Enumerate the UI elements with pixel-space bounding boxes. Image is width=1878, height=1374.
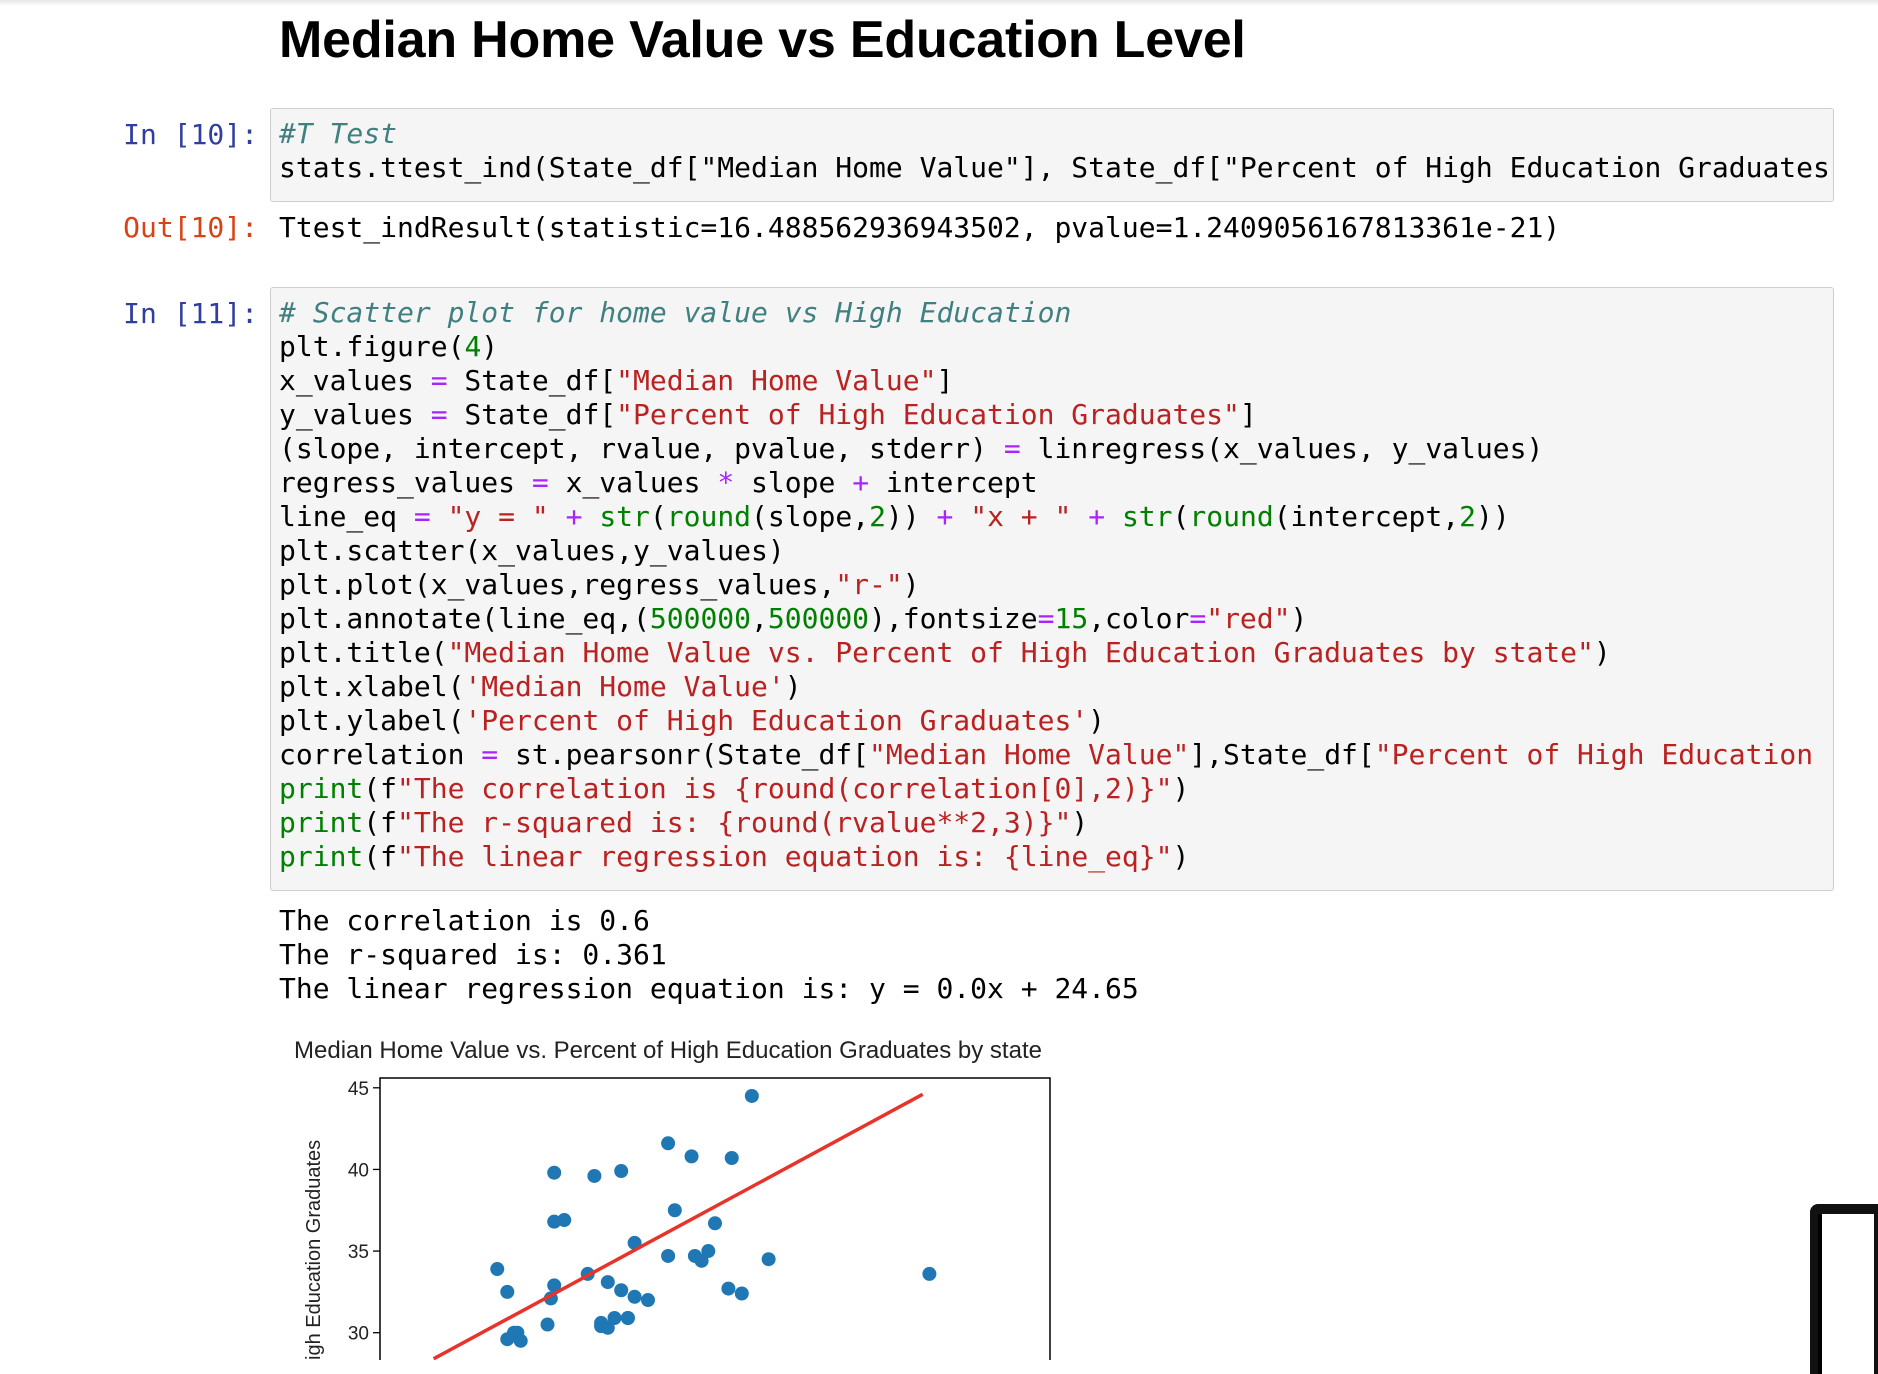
scatter-point [620,1311,635,1325]
scatter-point [761,1252,776,1267]
code-line: plt.figure(4) [279,330,499,363]
code-line: plt.ylabel('Percent of High Education Gr… [279,704,1106,737]
code-line: plt.xlabel('Median Home Value') [279,670,802,703]
code-line: stats.ttest_ind(State_df["Median Home Va… [279,151,1834,184]
code-editor-10[interactable]: #T Test stats.ttest_ind(State_df["Median… [279,117,1834,185]
output-line: The linear regression equation is: y = 0… [279,972,1139,1005]
scatter-point [594,1315,609,1330]
scatter-point [734,1286,749,1301]
cell-output-11: The correlation is 0.6 The r-squared is:… [279,904,1139,1006]
output-line: The correlation is 0.6 [279,904,650,937]
device-frame-corner [1810,1204,1878,1374]
scatter-point [547,1278,562,1293]
code-line: plt.plot(x_values,regress_values,"r-") [279,568,920,601]
y-axis-ticks: 30 35 40 45 [348,1079,380,1345]
code-line: x_values = State_df["Median Home Value"] [279,364,954,397]
page-title: Median Home Value vs Education Level [279,11,1246,69]
code-line: # Scatter plot for home value vs High Ed… [279,296,1072,329]
code-cell-10[interactable]: #T Test stats.ttest_ind(State_df["Median… [270,108,1834,202]
chart-title: Median Home Value vs. Percent of High Ed… [294,1037,1042,1064]
code-line: y_values = State_df["Percent of High Edu… [279,398,1257,431]
input-prompt-11: In [11]: [123,297,258,330]
scatter-point [587,1168,602,1183]
code-line: (slope, intercept, rvalue, pvalue, stder… [279,432,1544,465]
y-tick-label: 45 [348,1079,369,1100]
scatter-point [744,1088,759,1103]
output-line: The r-squared is: 0.361 [279,938,667,971]
scatter-point [547,1165,562,1180]
scatter-points [490,1088,937,1348]
code-cell-11[interactable]: # Scatter plot for home value vs High Ed… [270,287,1834,891]
cell-output-10: Ttest_indResult(statistic=16.48856293694… [279,211,1561,244]
code-editor-11[interactable]: # Scatter plot for home value vs High Ed… [279,296,1834,874]
scatter-point [661,1136,676,1151]
code-line: #T Test [279,117,398,150]
scatter-point [500,1284,515,1299]
scatter-point [694,1253,709,1268]
scatter-point [721,1281,736,1296]
scatter-point [614,1283,629,1298]
scatter-point [661,1248,676,1263]
scatter-point [667,1203,682,1218]
code-line: plt.scatter(x_values,y_values) [279,534,785,567]
scatter-point [641,1293,655,1308]
scatter-point [684,1149,699,1164]
code-line: print(f"The r-squared is: {round(rvalue*… [279,806,1089,839]
code-line: line_eq = "y = " + str(round(slope,2)) +… [279,500,1510,533]
code-line: plt.title("Median Home Value vs. Percent… [279,636,1611,669]
output-prompt-10: Out[10]: [123,211,258,244]
y-axis-label: igh Education Graduates [303,1140,325,1360]
scatter-point [724,1151,739,1165]
code-line: correlation = st.pearsonr(State_df["Medi… [279,738,1834,771]
code-line: regress_values = x_values * slope + inte… [279,466,1038,499]
chart-svg: Median Home Value vs. Percent of High Ed… [294,1037,1051,1360]
scatter-chart: Median Home Value vs. Percent of High Ed… [280,1030,1160,1360]
regression-line [432,1092,924,1360]
scatter-point [701,1244,716,1259]
scatter-point [614,1164,629,1179]
scatter-point [607,1311,622,1325]
scatter-point [708,1216,722,1231]
y-tick-label: 35 [348,1242,369,1263]
window-top-edge [0,0,1878,6]
plot-area [379,1077,1051,1360]
code-line: plt.annotate(line_eq,(500000,500000),fon… [279,602,1308,635]
scatter-point [922,1266,937,1281]
y-tick-label: 40 [348,1160,369,1181]
scatter-point [627,1289,642,1304]
input-prompt-10: In [10]: [123,118,258,151]
scatter-point [540,1317,555,1332]
scatter-point [500,1332,515,1347]
scatter-point [600,1275,615,1290]
code-line: print(f"The linear regression equation i… [279,840,1190,873]
y-tick-label: 30 [348,1324,369,1345]
code-line: print(f"The correlation is {round(correl… [279,772,1190,805]
scatter-point [490,1262,505,1277]
scatter-point [557,1213,572,1228]
